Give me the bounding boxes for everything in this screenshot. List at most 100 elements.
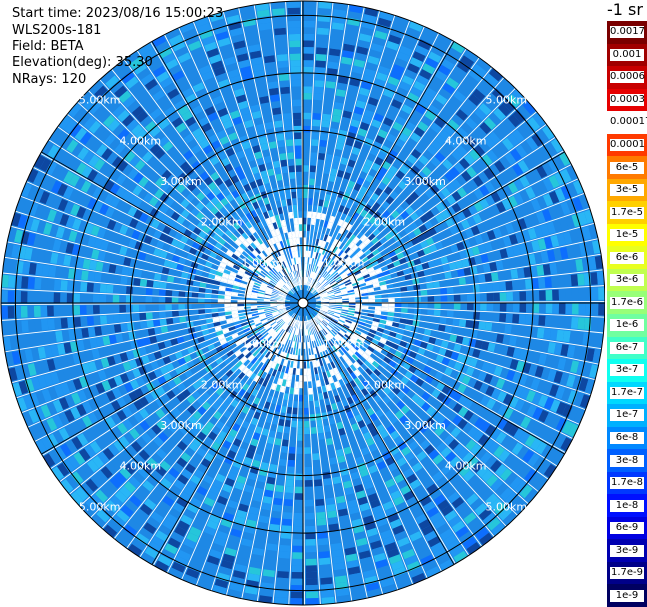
ray-gap [308,15,396,286]
ray-gap [59,313,289,483]
range-ring-label: 2.00km [364,378,406,391]
colorbar-tick-label: 3e-8 [610,454,644,467]
colorbar-tick-label: 1.7e-9 [610,567,644,580]
ray-gap [225,320,299,596]
range-ring-label: 3.00km [160,419,202,432]
range-ring-label: 5.00km [486,94,528,107]
azimuth-spoke [302,151,565,304]
ray-gap [306,320,368,599]
ray-gap [314,316,507,527]
range-ring-label: 3.00km [404,175,446,188]
ray-gap [305,320,353,602]
ray-gap [317,312,558,467]
ray-gap [306,7,365,286]
ray-gap [77,101,290,292]
radar-center-marker [297,297,309,309]
ray-gap [303,1,318,286]
ray-gap [317,123,547,293]
ray-gap [308,319,399,590]
ray-gap [320,306,599,365]
ray-gap [139,317,294,558]
range-ring-label: 1.00km [242,256,284,269]
range-ring-label: 1.00km [242,338,284,351]
azimuth-spoke [151,41,304,304]
colorbar-tick-label: 1.7e-7 [610,386,644,399]
ray-gap [308,20,411,287]
ray-gap [313,67,493,290]
ray-gap [79,314,290,507]
ray-gap [317,136,556,294]
colorbar-tick-label: 1.7e-6 [610,296,644,309]
ray-gap [238,7,300,286]
ray-gap [320,238,599,300]
ray-gap [319,192,585,297]
ray-gap [318,310,574,440]
azimuth-spoke [151,302,304,565]
ray-gap [4,256,286,301]
field-label: Field: BETA [12,39,84,54]
colorbar-tick-label: 0.00017 [610,116,647,129]
ray-gap [111,69,292,290]
ray-gap [319,178,579,297]
colorbar-tick-label: 3e-7 [610,364,644,377]
ray-gap [310,318,442,572]
range-ring-label: 4.00km [120,134,162,147]
ray-gap [320,222,595,299]
ray-gap [317,313,549,480]
ray-gap [2,272,286,302]
colorbar-tick-label: 0.0017 [610,26,645,39]
ray-gap [319,309,580,425]
ray-gap [319,207,590,298]
ray-gap [320,303,605,318]
ray-gap [256,320,301,602]
ray-gap [7,241,286,300]
ray-gap [88,90,291,291]
ray-gap [57,126,289,293]
azimuth-spoke [302,41,455,304]
ray-gap [126,317,293,549]
ray-gap [316,313,539,493]
ray-gap [69,314,290,495]
colorbar-tick-label: 6e-9 [610,522,644,535]
ray-gap [303,320,321,605]
ray-gap [304,2,334,286]
ray-gap [318,164,572,296]
colorbar-tick-label: 6e-6 [610,251,644,264]
ray-gap [309,319,414,585]
ray-gap [307,320,384,595]
ray-gap [10,225,286,299]
colorbar-tick-label: 1e-6 [610,319,644,332]
colorbar-tick-label: 6e-7 [610,341,644,354]
ray-gap [310,32,440,288]
range-ring-label: 2.00km [364,216,406,229]
colorbar-tick-label: 3e-5 [610,184,644,197]
ray-gap [309,319,428,579]
range-ring-label: 4.00km [445,134,487,147]
ray-gap [50,312,289,470]
range-ring-label: 5.00km [79,500,121,513]
range-ring-label: 3.00km [404,419,446,432]
colorbar-tick-label: 0.0006 [610,71,645,84]
units-label: -1 sr [607,0,643,19]
range-ring-label: 1.00km [323,338,365,351]
ray-gap [181,319,297,580]
range-ring-label: 5.00km [486,500,528,513]
ray-gap [7,306,286,368]
ray-gap [32,166,288,296]
ray-gap [316,314,529,505]
range-ring-label: 2.00km [201,378,243,391]
ray-gap [2,304,286,337]
ray-gap [34,310,288,442]
ray-gap [314,77,505,290]
ray-gap [285,1,303,286]
ray-gap [320,269,604,302]
ray-gap [26,181,287,297]
azimuth-spoke [302,302,455,565]
ray-gap [315,315,518,516]
ray-gap [314,316,495,537]
colorbar-tick-label: 3e-6 [610,274,644,287]
ray-gap [15,210,286,298]
start-time-label: Start time: 2023/08/16 15:00:23 [12,6,224,21]
ray-gap [307,10,381,286]
ray-gap [304,320,337,604]
